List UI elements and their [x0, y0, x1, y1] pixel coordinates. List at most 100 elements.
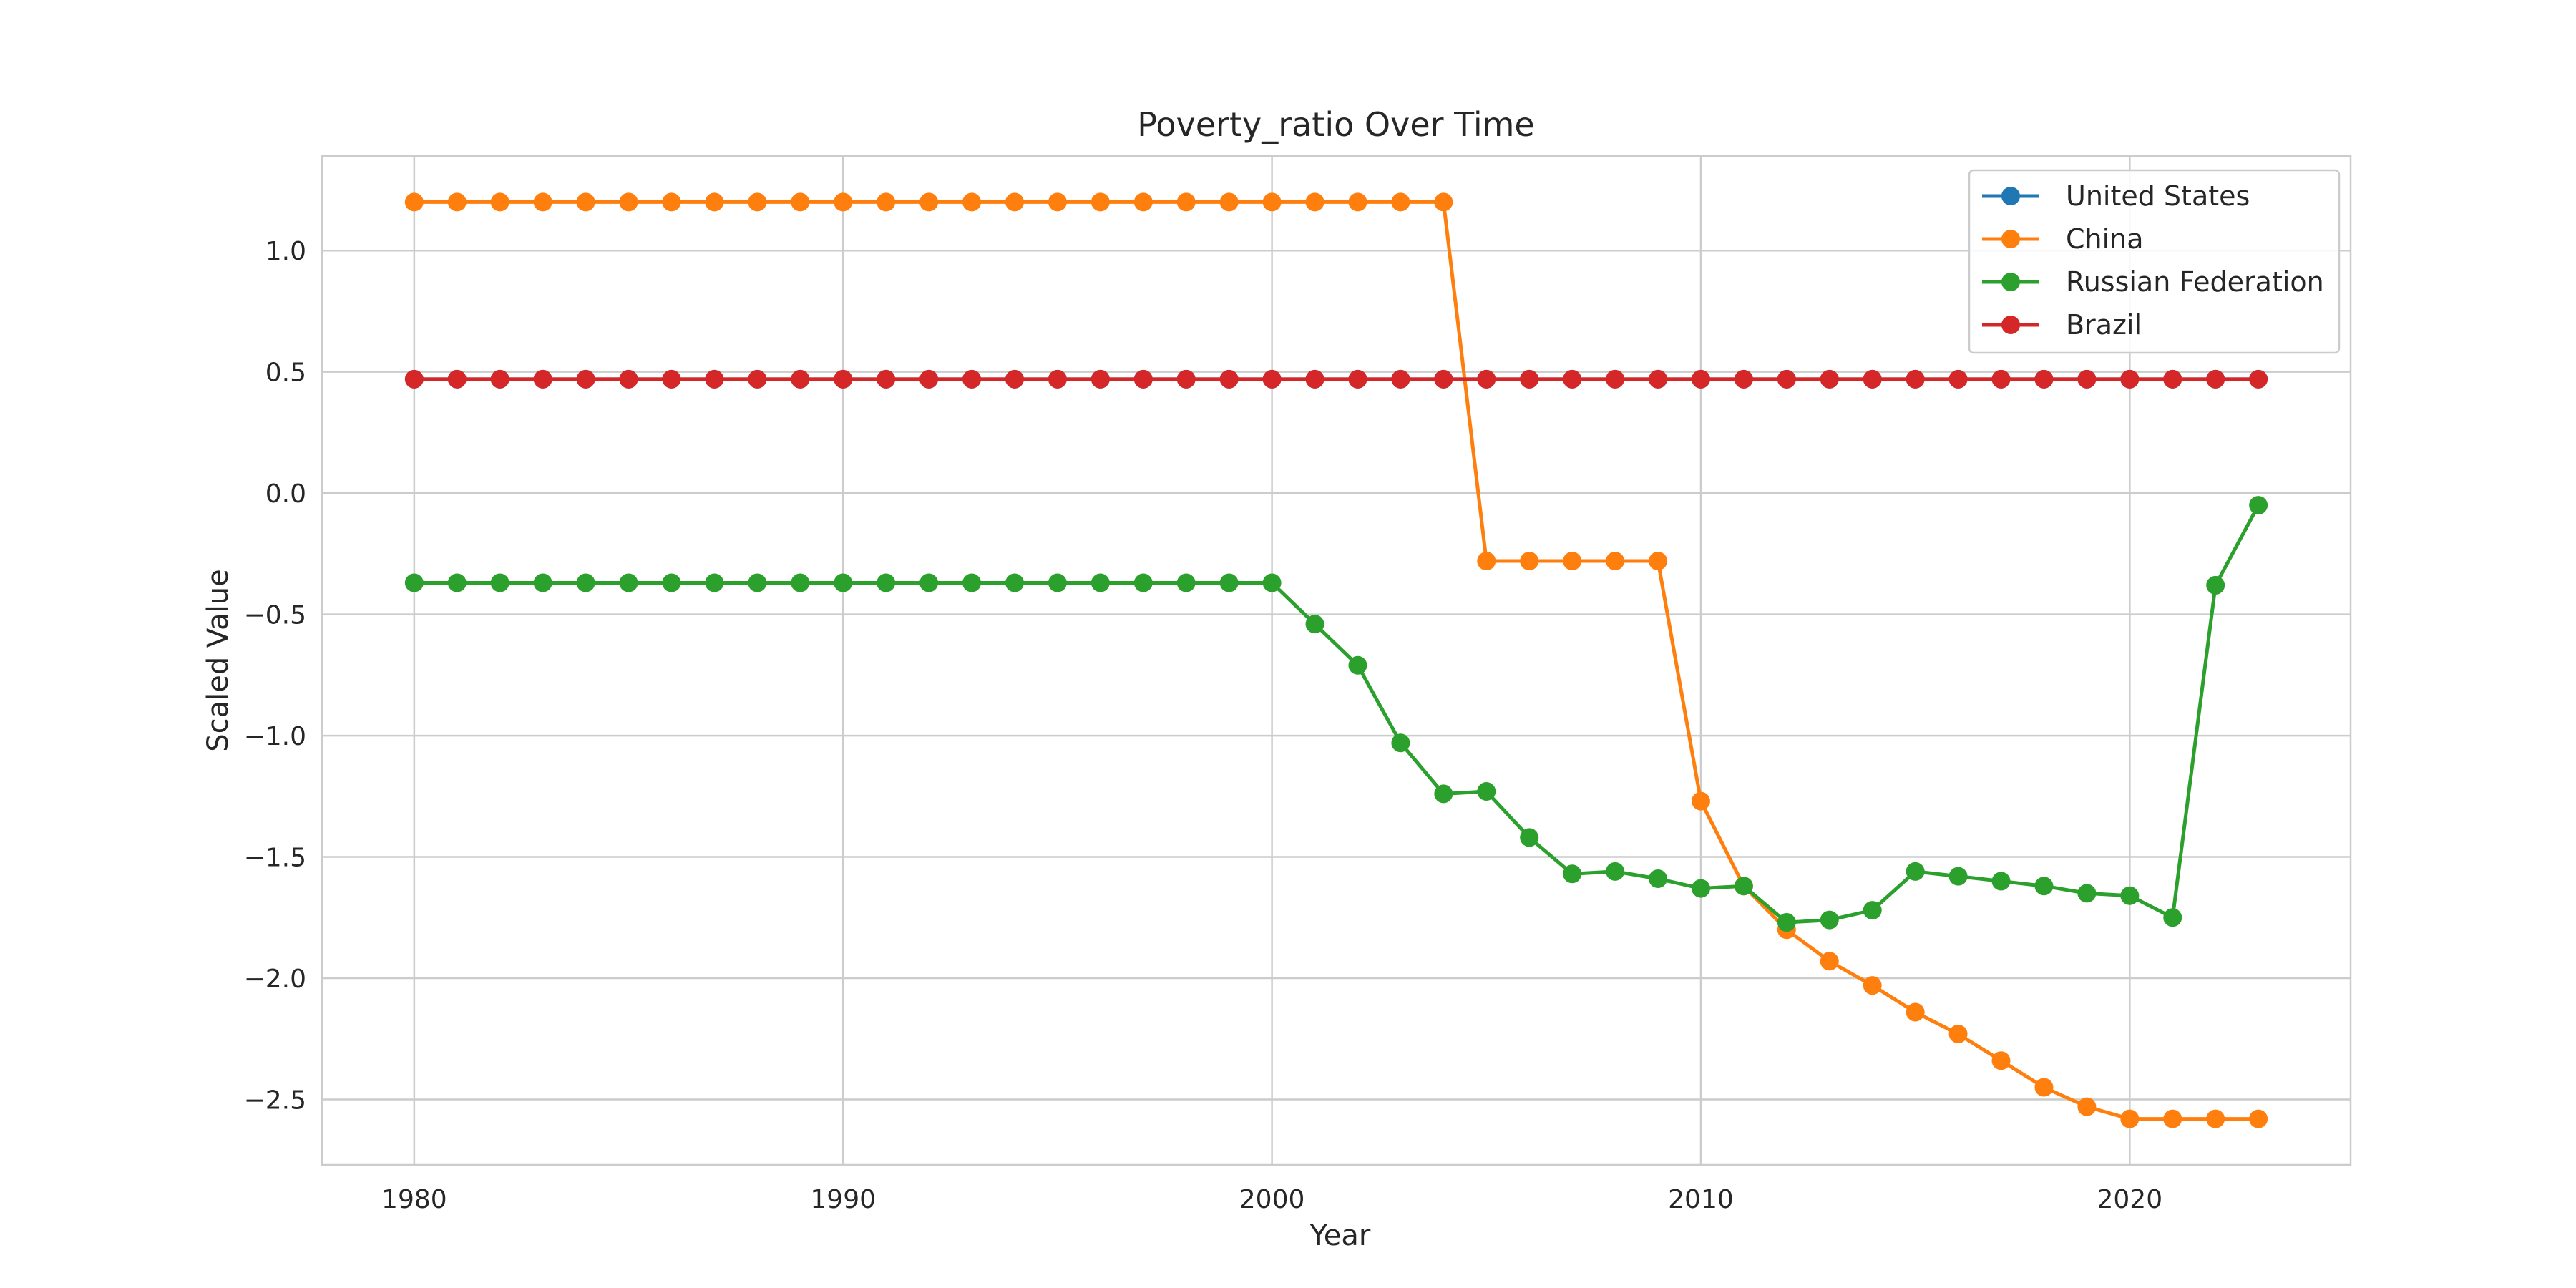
data-point-russian-federation: [1305, 615, 1324, 634]
data-point-brazil: [2077, 369, 2097, 389]
data-point-russian-federation: [1262, 573, 1282, 592]
data-point-brazil: [834, 369, 853, 389]
data-point-brazil: [705, 369, 724, 389]
data-point-russian-federation: [1048, 573, 1067, 592]
y-tick-label: 0.5: [265, 358, 306, 388]
data-point-russian-federation: [1176, 573, 1196, 592]
series-russian-federation: [404, 496, 2268, 932]
x-tick-label: 2020: [2097, 1185, 2163, 1214]
legend-item-russian-federation: Russian Federation: [1982, 266, 2324, 298]
y-tick-label: −2.0: [244, 965, 306, 994]
data-point-china: [2077, 1097, 2097, 1116]
data-point-brazil: [447, 369, 467, 389]
data-point-china: [662, 192, 681, 212]
data-point-china: [1563, 552, 1582, 571]
data-point-china: [490, 192, 509, 212]
data-point-russian-federation: [2077, 884, 2097, 903]
data-point-china: [2163, 1109, 2182, 1128]
data-point-brazil: [1991, 369, 2011, 389]
chart-title: Poverty_ratio Over Time: [1137, 105, 1534, 144]
data-point-russian-federation: [791, 573, 810, 592]
data-point-china: [1991, 1051, 2011, 1070]
legend-item-china: China: [1982, 223, 2144, 255]
x-tick-label: 2000: [1239, 1185, 1305, 1214]
x-tick-label: 1990: [810, 1185, 876, 1214]
data-point-russian-federation: [576, 573, 595, 592]
data-point-brazil: [1606, 369, 1625, 389]
data-point-russian-federation: [919, 573, 939, 592]
y-axis-label: Scaled Value: [202, 569, 235, 752]
data-point-russian-federation: [662, 573, 681, 592]
data-point-brazil: [1262, 369, 1282, 389]
data-point-brazil: [662, 369, 681, 389]
data-point-russian-federation: [1391, 733, 1410, 753]
data-point-china: [1091, 192, 1110, 212]
data-point-china: [1348, 192, 1367, 212]
data-point-russian-federation: [2249, 496, 2268, 515]
x-tick-label: 1980: [381, 1185, 447, 1214]
data-point-russian-federation: [834, 573, 853, 592]
data-point-china: [1691, 791, 1710, 811]
legend-label: United States: [2066, 180, 2250, 212]
data-point-russian-federation: [490, 573, 509, 592]
data-point-russian-federation: [2120, 886, 2140, 905]
y-axis-ticks: 1.0 0.5 0.0 −0.5 −1.0 −1.5 −2.0 −2.5: [244, 237, 306, 1115]
y-tick-label: 1.0: [265, 237, 306, 266]
data-point-russian-federation: [1820, 910, 1839, 930]
data-point-russian-federation: [1520, 828, 1539, 847]
data-point-russian-federation: [1219, 573, 1239, 592]
data-point-russian-federation: [447, 573, 467, 592]
legend-box: [1968, 169, 2341, 354]
data-point-brazil: [1649, 369, 1668, 389]
data-point-russian-federation: [1906, 862, 1925, 881]
data-point-china: [1176, 192, 1196, 212]
data-point-russian-federation: [1434, 784, 1453, 804]
data-point-brazil: [1005, 369, 1024, 389]
data-point-brazil: [576, 369, 595, 389]
data-point-brazil: [919, 369, 939, 389]
data-point-brazil: [1906, 369, 1925, 389]
data-point-brazil: [1563, 369, 1582, 389]
data-point-brazil: [2034, 369, 2054, 389]
x-tick-label: 2010: [1668, 1185, 1734, 1214]
data-point-china: [1649, 552, 1668, 571]
data-point-china: [834, 192, 853, 212]
data-point-china: [1606, 552, 1625, 571]
data-point-brazil: [2249, 369, 2268, 389]
data-point-russian-federation: [877, 573, 896, 592]
data-point-china: [447, 192, 467, 212]
data-point-brazil: [1305, 369, 1324, 389]
data-point-russian-federation: [1005, 573, 1024, 592]
data-point-russian-federation: [1777, 913, 1796, 932]
data-point-brazil: [1477, 369, 1496, 389]
data-point-china: [1133, 192, 1153, 212]
data-point-china: [1948, 1024, 1968, 1043]
series-brazil: [404, 369, 2268, 389]
data-point-china: [1820, 952, 1839, 971]
data-point-russian-federation: [1091, 573, 1110, 592]
data-point-china: [1305, 192, 1324, 212]
data-point-china: [404, 192, 424, 212]
data-point-brazil: [2163, 369, 2182, 389]
data-point-brazil: [404, 369, 424, 389]
data-point-brazil: [1048, 369, 1067, 389]
data-point-brazil: [1520, 369, 1539, 389]
data-point-china: [619, 192, 638, 212]
data-point-china: [1520, 552, 1539, 571]
y-tick-label: −1.0: [244, 722, 306, 751]
y-tick-label: 0.0: [265, 479, 306, 509]
legend-swatch-marker: [2001, 273, 2020, 291]
data-point-china: [1477, 552, 1496, 571]
y-tick-label: −2.5: [244, 1085, 306, 1115]
data-point-russian-federation: [1477, 782, 1496, 801]
data-point-russian-federation: [1948, 867, 1968, 886]
legend-swatch-marker: [2001, 316, 2020, 334]
data-point-china: [1906, 1002, 1925, 1022]
data-point-china: [2206, 1109, 2225, 1128]
data-point-china: [533, 192, 552, 212]
data-point-russian-federation: [1734, 877, 1753, 896]
data-point-brazil: [533, 369, 552, 389]
data-point-china: [1005, 192, 1024, 212]
data-point-brazil: [1176, 369, 1196, 389]
legend-label: Russian Federation: [2066, 266, 2324, 298]
